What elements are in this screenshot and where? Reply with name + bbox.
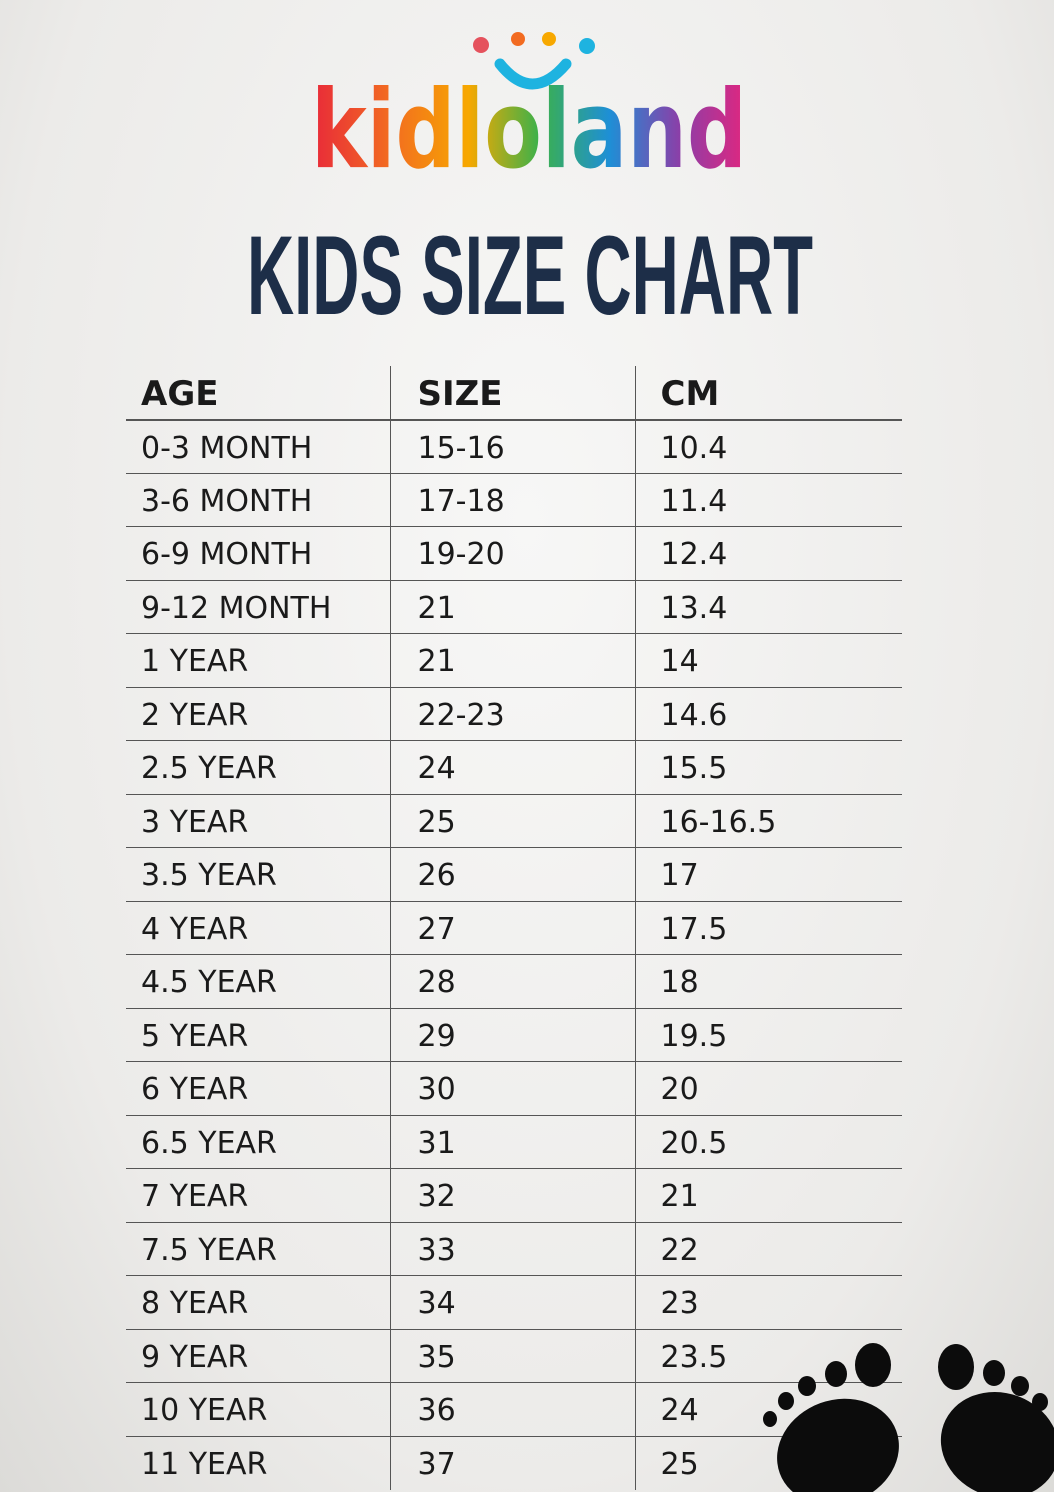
table-row: 7 YEAR 32 21 xyxy=(126,1168,902,1223)
table-cell: 14.6 xyxy=(634,687,902,741)
table-cell: 35 xyxy=(389,1329,635,1383)
table-cell: 8 YEAR xyxy=(126,1275,390,1330)
column-header: AGE xyxy=(126,366,390,421)
table-cell: 14 xyxy=(634,633,902,688)
table-cell: 24 xyxy=(634,1382,902,1437)
table-cell: 9-12 MONTH xyxy=(126,580,390,634)
table-cell: 3 YEAR xyxy=(126,794,390,848)
table-cell: 6 YEAR xyxy=(126,1061,390,1116)
table-cell: 36 xyxy=(389,1382,635,1437)
table-body: 0-3 MONTH 15-16 10.4 3-6 MONTH 17-18 11.4 6-9 … xyxy=(126,419,902,1490)
table-row: 7.5 YEAR 33 22 xyxy=(126,1222,902,1276)
table-cell: 6-9 MONTH xyxy=(126,526,390,581)
table-cell: 23 xyxy=(634,1275,902,1330)
table-cell: 4.5 YEAR xyxy=(126,954,390,1009)
table-cell: 19-20 xyxy=(389,526,635,581)
table-cell: 12.4 xyxy=(634,526,902,581)
table-row: 2.5 YEAR 24 15.5 xyxy=(126,740,902,795)
table-cell: 20.5 xyxy=(634,1115,902,1169)
table-cell: 2.5 YEAR xyxy=(126,740,390,795)
table-row: 5 YEAR 29 19.5 xyxy=(126,1008,902,1062)
table-cell: 29 xyxy=(389,1008,635,1062)
table-cell: 32 xyxy=(389,1168,635,1223)
table-cell: 19.5 xyxy=(634,1008,902,1062)
logo-smile xyxy=(494,58,572,90)
table-row: 6-9 MONTH 19-20 12.4 xyxy=(126,526,902,581)
table-cell: 10.4 xyxy=(634,419,902,474)
table-cell: 5 YEAR xyxy=(126,1008,390,1062)
table-cell: 23.5 xyxy=(634,1329,902,1383)
column-header: CM xyxy=(634,366,902,421)
table-cell: 34 xyxy=(389,1275,635,1330)
table-cell: 9 YEAR xyxy=(126,1329,390,1383)
table-cell: 7.5 YEAR xyxy=(126,1222,390,1276)
table-cell: 33 xyxy=(389,1222,635,1276)
table-cell: 27 xyxy=(389,901,635,955)
table-cell: 21 xyxy=(634,1168,902,1223)
table-cell: 13.4 xyxy=(634,580,902,634)
table-row: 3.5 YEAR 26 17 xyxy=(126,847,902,902)
table-row: 0-3 MONTH 15-16 10.4 xyxy=(126,419,902,474)
table-row: 11 YEAR 37 25 xyxy=(126,1436,902,1490)
logo-dot xyxy=(542,32,556,46)
title: KIDS SIZE CHART xyxy=(247,213,813,338)
table-cell: 17.5 xyxy=(634,901,902,955)
table-cell: 26 xyxy=(389,847,635,902)
table-cell: 4 YEAR xyxy=(126,901,390,955)
table-cell: 7 YEAR xyxy=(126,1168,390,1223)
table-cell: 30 xyxy=(389,1061,635,1116)
table-row: 2 YEAR 22-23 14.6 xyxy=(126,687,902,741)
table-cell: 28 xyxy=(389,954,635,1009)
table-row: 1 YEAR 21 14 xyxy=(126,633,902,688)
table-cell: 22 xyxy=(634,1222,902,1276)
table-row: 8 YEAR 34 23 xyxy=(126,1275,902,1330)
table-cell: 15-16 xyxy=(389,419,635,474)
table-row: 6.5 YEAR 31 20.5 xyxy=(126,1115,902,1169)
table-cell: 25 xyxy=(634,1436,902,1490)
table-cell: 21 xyxy=(389,633,635,688)
logo-dot xyxy=(511,32,525,46)
header: kidloland KIDS SIZE CHART xyxy=(247,32,813,338)
table-cell: 0-3 MONTH xyxy=(126,419,390,474)
table-cell: 17-18 xyxy=(389,473,635,527)
table-cell: 31 xyxy=(389,1115,635,1169)
right-foot xyxy=(938,1344,1054,1492)
size-table: AGE SIZE CM 0-3 MONTH 15-16 10.4 3-6 MONTH 17-… xyxy=(126,366,902,1490)
table-row: 3-6 MONTH 17-18 11.4 xyxy=(126,473,902,527)
table-cell: 3.5 YEAR xyxy=(126,847,390,902)
table-cell: 18 xyxy=(634,954,902,1009)
table-cell: 11.4 xyxy=(634,473,902,527)
table-cell: 6.5 YEAR xyxy=(126,1115,390,1169)
table-row: 6 YEAR 30 20 xyxy=(126,1061,902,1116)
logo: kidloland xyxy=(311,68,747,193)
table-cell: 16-16.5 xyxy=(634,794,902,848)
table-row: 10 YEAR 36 24 xyxy=(126,1382,902,1437)
table-cell: 15.5 xyxy=(634,740,902,795)
column-header: SIZE xyxy=(389,366,635,421)
table-cell: 3-6 MONTH xyxy=(126,473,390,527)
table-cell: 17 xyxy=(634,847,902,902)
table-row: 4 YEAR 27 17.5 xyxy=(126,901,902,955)
table-cell: 21 xyxy=(389,580,635,634)
table-cell: 22-23 xyxy=(389,687,635,741)
table-cell: 20 xyxy=(634,1061,902,1116)
table-cell: 37 xyxy=(389,1436,635,1490)
table-cell: 24 xyxy=(389,740,635,795)
logo-dot xyxy=(473,37,489,53)
table-row: 3 YEAR 25 16-16.5 xyxy=(126,794,902,848)
header-row: AGE SIZE CM xyxy=(126,366,902,421)
table-cell: 1 YEAR xyxy=(126,633,390,688)
table-row: 4.5 YEAR 28 18 xyxy=(126,954,902,1009)
table-cell: 10 YEAR xyxy=(126,1382,390,1437)
table-row: 9 YEAR 35 23.5 xyxy=(126,1329,902,1383)
logo-dot xyxy=(579,38,595,54)
table-row: 9-12 MONTH 21 13.4 xyxy=(126,580,902,634)
table-cell: 2 YEAR xyxy=(126,687,390,741)
table-cell: 11 YEAR xyxy=(141,1447,268,1482)
table-cell: 25 xyxy=(389,794,635,848)
